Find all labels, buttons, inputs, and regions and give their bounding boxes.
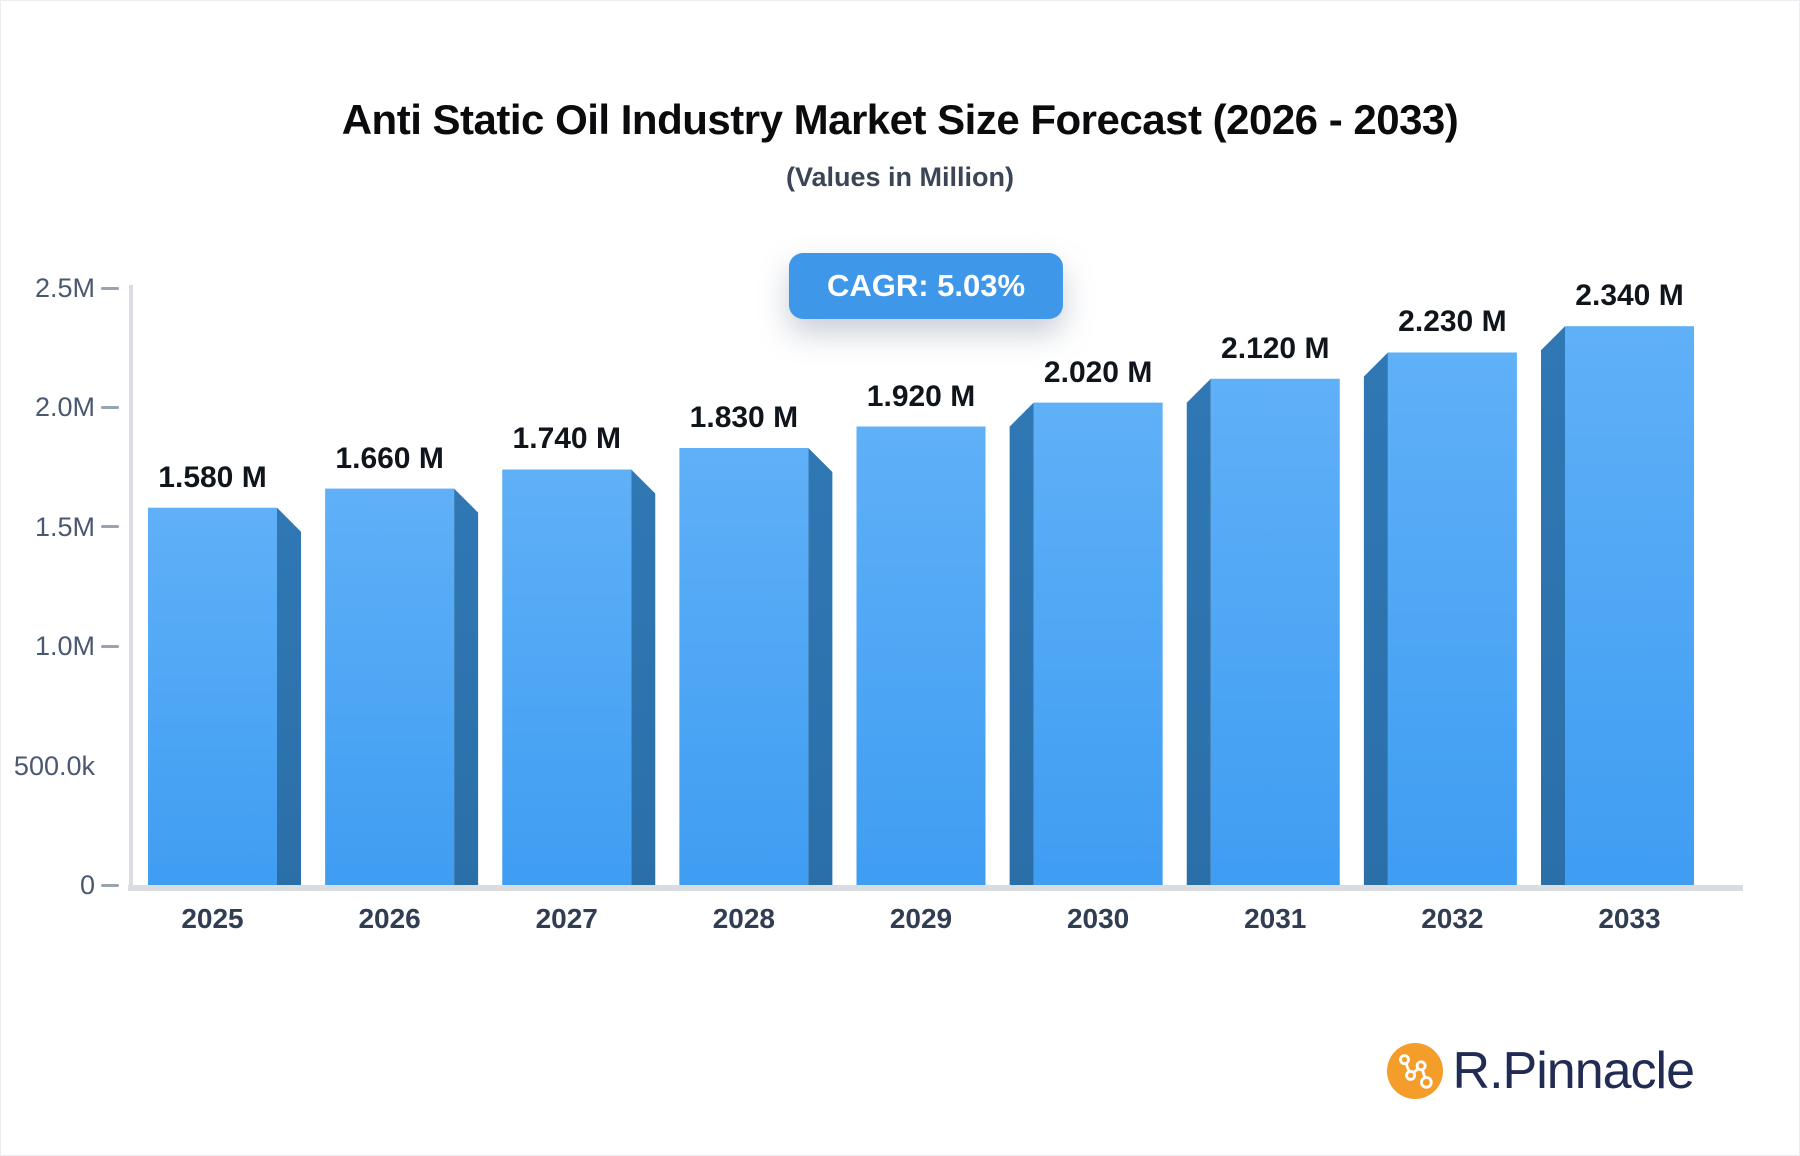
- bar-2028: [679, 447, 833, 885]
- y-axis-label-500.0k: 500.0k: [13, 750, 95, 781]
- cagr-badge: CAGR: 5.03%: [788, 253, 1064, 319]
- bar-value-label: 2.120 M: [1221, 331, 1330, 365]
- y-axis-tick: [101, 525, 119, 529]
- y-axis-tick: [101, 883, 119, 887]
- y-axis-line: [129, 285, 133, 891]
- brand-logo: R.Pinnacle: [1386, 1042, 1695, 1100]
- bar-side-face: [454, 488, 479, 885]
- bar-2025: [148, 507, 301, 885]
- bar-side-face: [808, 447, 833, 885]
- brand-name: R.Pinnacle: [1452, 1042, 1695, 1100]
- bar-side-face: [631, 469, 656, 885]
- y-axis-label-2.0M: 2.0M: [34, 392, 95, 423]
- y-axis-tick: [101, 286, 119, 290]
- x-axis-label-2032: 2032: [1421, 903, 1484, 934]
- bar-2030: [1009, 402, 1163, 885]
- bar-side-face: [277, 507, 301, 885]
- y-axis-tick: [101, 405, 119, 409]
- x-axis-label-2027: 2027: [535, 903, 598, 934]
- bar-2026: [325, 488, 479, 885]
- y-axis-label-1.5M: 1.5M: [34, 511, 95, 542]
- network-nodes-icon: [1386, 1043, 1443, 1099]
- bar-value-label: 2.340 M: [1575, 279, 1684, 313]
- y-axis-label-0: 0: [79, 870, 95, 900]
- y-axis-tick: [101, 644, 119, 648]
- x-axis-label-2033: 2033: [1598, 903, 1661, 934]
- bar-side-face: [1186, 378, 1211, 885]
- bar-side-face: [1363, 352, 1388, 885]
- bar-value-label: 1.740 M: [512, 422, 621, 456]
- bar-value-label: 1.920 M: [866, 379, 976, 413]
- bar-side-face: [1009, 402, 1034, 885]
- bar-value-label: 1.580 M: [158, 460, 267, 494]
- x-axis-label-2026: 2026: [358, 903, 421, 934]
- chart-title: Anti Static Oil Industry Market Size For…: [341, 96, 1459, 143]
- x-axis-label-2029: 2029: [889, 903, 953, 934]
- y-axis-label-1.0M: 1.0M: [34, 631, 95, 662]
- x-axis-label-2025: 2025: [181, 903, 244, 934]
- bar-2033: [1541, 326, 1694, 885]
- bar-value-label: 1.830 M: [689, 400, 799, 434]
- bar-value-label: 2.020 M: [1043, 355, 1153, 389]
- bar-2032: [1363, 352, 1517, 885]
- y-axis-label-2.5M: 2.5M: [34, 273, 95, 303]
- bar-side-face: [1541, 326, 1565, 885]
- bar-value-label: 2.230 M: [1398, 305, 1507, 339]
- bar-2027: [502, 469, 656, 885]
- bar-value-label: 1.660 M: [335, 441, 444, 475]
- x-axis-baseline: [128, 885, 1743, 891]
- x-axis-label-2031: 2031: [1244, 903, 1307, 934]
- x-axis-label-2028: 2028: [712, 903, 776, 934]
- bar-2029: [856, 426, 986, 885]
- x-axis-label-2030: 2030: [1066, 903, 1130, 934]
- bar-2031: [1186, 378, 1340, 885]
- chart-subtitle: (Values in Million): [785, 162, 1015, 192]
